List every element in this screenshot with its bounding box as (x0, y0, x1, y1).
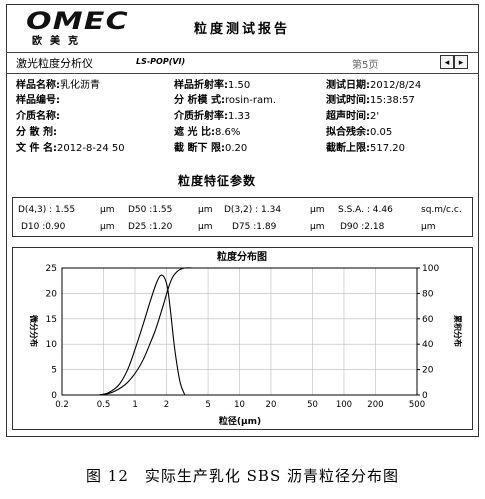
analysis-mode: 分 析模 式:rosin-ram. (174, 95, 277, 106)
sample-number: 样品编号: (16, 95, 60, 106)
x-tick-label: 500 (409, 400, 425, 410)
param-d43: D(4,3) : 1.55 (18, 205, 76, 215)
x-axis-label: 粒径(μm) (219, 415, 261, 427)
fit-residual: 拟合残余:0.05 (326, 127, 393, 138)
y-axis-right-label: 累积分布 (453, 315, 463, 347)
prev-page-button[interactable]: ◂ (440, 55, 454, 69)
y-left-tick-label: 25 (46, 264, 57, 274)
chart-title: 粒度分布图 (217, 250, 267, 263)
sample-name: 样品名称:乳化沥青 (16, 80, 100, 91)
ultrasonic-time: 超声时间:2' (326, 111, 380, 122)
x-tick-label: 2 (164, 400, 169, 410)
x-tick-label: 50 (307, 400, 318, 410)
param-d10: D10 :0.90 (21, 222, 66, 232)
y-right-tick-label: 0 (422, 391, 428, 401)
param-d75-unit: μm (310, 222, 325, 232)
x-tick-label: 0.5 (97, 400, 111, 410)
chart-series (98, 267, 417, 396)
chart-ticks: 0.2 0.5 1 2 5 10 20 50 100 200 5000510152025020406… (46, 264, 440, 410)
param-d32: D(3,2) : 1.34 (224, 205, 282, 215)
file-name: 文 件 名:2012-8-24 50 (16, 143, 125, 154)
y-left-tick-label: 15 (46, 315, 57, 325)
x-tick-label: 5 (205, 400, 210, 410)
param-d50: D50 :1.55 (128, 205, 173, 215)
chevron-left-icon: ◂ (444, 58, 450, 68)
param-d25-unit: μm (198, 222, 213, 232)
y-right-tick-label: 20 (422, 366, 434, 376)
x-tick-label: 0.2 (55, 400, 69, 410)
logo-text: OMEC (26, 7, 129, 35)
param-d50-unit: μm (198, 205, 213, 215)
medium-name: 介质名称: (16, 111, 60, 122)
chevron-right-icon: ▸ (458, 58, 464, 68)
param-d90-unit: μm (421, 222, 436, 232)
y-left-tick-label: 20 (46, 289, 58, 299)
test-time: 测试时间:15:38:57 (326, 95, 415, 106)
page-number: 第5页 (352, 60, 379, 71)
logo-subtext: 欧美克 (32, 36, 86, 47)
instrument-name: 激光粒度分析仪 (16, 57, 93, 70)
instrument-row (6, 52, 479, 74)
y-right-tick-label: 100 (422, 264, 439, 274)
y-left-tick-label: 5 (51, 366, 57, 376)
x-tick-label: 10 (234, 400, 245, 410)
test-date: 测试日期:2012/8/24 (326, 80, 422, 91)
differential-series-line (98, 274, 186, 396)
chart-box (12, 247, 473, 430)
param-d25: D25 :1.20 (128, 222, 173, 232)
chart-grid (61, 267, 418, 396)
dispersant: 分 散 剂: (16, 127, 57, 138)
figure-caption: 图 12 实际生产乳化 SBS 沥青粒径分布图 (86, 467, 399, 485)
cut-upper: 截断上限:517.20 (326, 143, 405, 154)
x-tick-label: 20 (266, 400, 277, 410)
y-left-tick-label: 10 (46, 340, 58, 350)
param-d10-unit: μm (100, 222, 115, 232)
param-ssa-unit: sq.m/c.c. (421, 205, 462, 215)
params-box (12, 197, 473, 237)
instrument-model: LS-POP(VI) (136, 57, 186, 66)
size-distribution-chart: 粒度分布图 0.2 0.5 1 2 5 10 20 50 100 200 5000510152025… (29, 250, 463, 427)
x-tick-label: 1 (132, 400, 137, 410)
y-right-tick-label: 40 (422, 340, 434, 350)
param-d43-unit: μm (100, 205, 115, 215)
cumulative-series-line (98, 267, 417, 396)
omec-logo: OMEC 欧美克 (16, 7, 129, 47)
report-title: 粒度测试报告 (194, 22, 291, 37)
next-page-button[interactable]: ▸ (454, 55, 468, 69)
params-title: 粒度特征参数 (178, 174, 257, 188)
x-tick-label: 200 (367, 400, 383, 410)
shading-ratio: 遮 光 比:8.6% (174, 127, 241, 138)
param-d32-unit: μm (310, 205, 325, 215)
param-d90: D90 :2.18 (340, 222, 385, 232)
y-right-tick-label: 60 (422, 315, 434, 325)
param-ssa: S.S.A. : 4.46 (338, 205, 393, 215)
medium-ri: 介质折射率:1.33 (174, 111, 251, 122)
x-tick-label: 100 (336, 400, 352, 410)
y-axis-left-label: 微分分布 (29, 314, 39, 347)
sample-ri: 样品折射率:1.50 (174, 80, 251, 91)
y-right-tick-label: 80 (422, 289, 434, 299)
report-frame (6, 4, 479, 437)
cut-lower: 截 断下 限:0.20 (174, 143, 248, 154)
y-left-tick-label: 0 (51, 391, 57, 401)
param-d75: D75 :1.89 (232, 222, 277, 232)
